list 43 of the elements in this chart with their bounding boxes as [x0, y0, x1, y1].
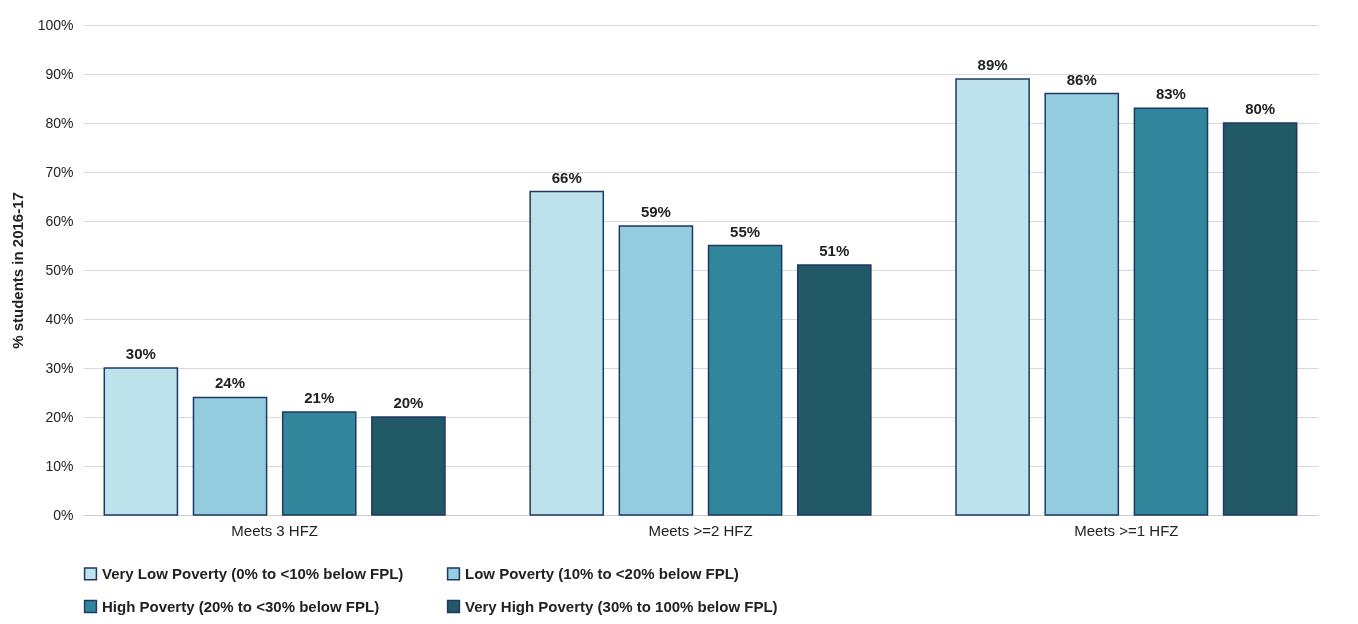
bar	[192, 396, 268, 516]
x-tick-label: Meets 3 HFZ	[231, 521, 318, 539]
y-tick-label: 40%	[45, 310, 74, 327]
y-tick-label: 80%	[45, 114, 74, 131]
legend-label: High Poverty (20% to <30% below FPL)	[102, 597, 380, 615]
bar	[955, 78, 1030, 516]
bar	[1044, 92, 1120, 516]
legend-label: Very High Poverty (30% to 100% below FPL)	[465, 597, 778, 615]
bar	[707, 244, 783, 516]
data-label: 89%	[977, 55, 1008, 73]
y-tick-label: 20%	[45, 408, 74, 425]
bar	[618, 225, 694, 516]
data-label: 55%	[730, 222, 761, 240]
y-tick-label: 70%	[45, 163, 74, 180]
data-label: 51%	[819, 242, 850, 260]
data-label: 30%	[125, 345, 156, 362]
y-axis-title: % students in 2016-17	[8, 192, 26, 349]
data-label: 24%	[215, 374, 246, 392]
bar	[103, 367, 179, 516]
bar	[371, 416, 446, 516]
data-label: 83%	[1155, 85, 1186, 103]
bar	[1222, 122, 1298, 516]
legend-label: Very Low Poverty (0% to <10% below FPL)	[102, 564, 404, 582]
y-tick-label: 100%	[37, 16, 74, 33]
y-tick-label: 60%	[45, 212, 74, 229]
bar	[1133, 107, 1209, 516]
legend-label: Low Poverty (10% to <20% below FPL)	[465, 564, 739, 582]
data-label: 21%	[304, 389, 335, 407]
data-label: 86%	[1066, 70, 1097, 88]
data-label: 59%	[640, 202, 671, 220]
y-tick-label: 0%	[53, 506, 74, 523]
bar	[281, 411, 357, 516]
y-tick-label: 30%	[45, 359, 74, 376]
y-tick-label: 50%	[45, 261, 74, 278]
y-tick-label: 10%	[45, 457, 74, 474]
data-label: 20%	[393, 394, 424, 411]
x-tick-label: Meets >=2 HFZ	[648, 521, 753, 539]
data-label: 80%	[1245, 100, 1276, 117]
data-label: 66%	[551, 168, 582, 186]
bar	[529, 190, 605, 516]
x-tick-label: Meets >=1 HFZ	[1074, 521, 1179, 539]
bar	[796, 264, 872, 516]
y-tick-label: 90%	[45, 65, 74, 82]
